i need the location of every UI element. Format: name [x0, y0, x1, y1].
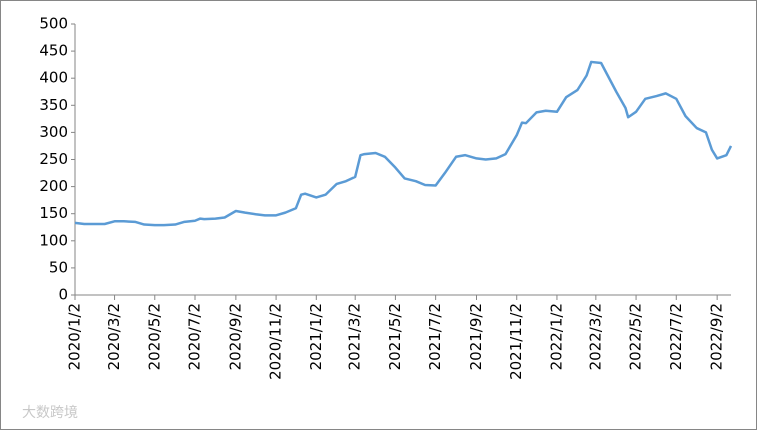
- x-tick-label: 2020/1/2: [66, 303, 84, 370]
- y-tick-label: 200: [39, 177, 68, 195]
- x-tick-label: 2021/7/2: [426, 303, 444, 370]
- y-tick-label: 350: [39, 96, 68, 114]
- x-tick-label: 2020/11/2: [267, 303, 285, 380]
- y-tick-label: 150: [39, 204, 68, 222]
- x-tick-label: 2020/5/2: [145, 303, 163, 370]
- x-tick-label: 2020/9/2: [226, 303, 244, 370]
- x-tick-label: 2021/9/2: [467, 303, 485, 370]
- y-tick-label: 100: [39, 231, 68, 249]
- x-tick-label: 2022/3/2: [586, 303, 604, 370]
- x-tick-label: 2020/7/2: [185, 303, 203, 370]
- y-tick-label: 500: [39, 15, 68, 33]
- watermark: 大数跨境: [22, 405, 78, 421]
- x-tick-label: 2021/11/2: [507, 303, 525, 380]
- x-tick-label: 2022/7/2: [667, 303, 685, 370]
- y-tick-label: 50: [49, 258, 68, 276]
- series-line: [74, 60, 733, 227]
- y-tick-label: 250: [39, 150, 68, 168]
- y-tick-label: 450: [39, 42, 68, 60]
- x-tick-label: 2022/5/2: [627, 303, 645, 370]
- x-tick-label: 2022/9/2: [708, 303, 726, 370]
- x-tick-label: 2022/1/2: [547, 303, 565, 370]
- x-tick-label: 2020/3/2: [105, 303, 123, 370]
- x-tick-label: 2021/3/2: [346, 303, 364, 370]
- y-tick-label: 0: [58, 286, 68, 304]
- y-tick-label: 300: [39, 123, 68, 141]
- x-tick-label: 2021/1/2: [307, 303, 325, 370]
- y-tick-label: 400: [39, 69, 68, 87]
- x-tick-label: 2021/5/2: [386, 303, 404, 370]
